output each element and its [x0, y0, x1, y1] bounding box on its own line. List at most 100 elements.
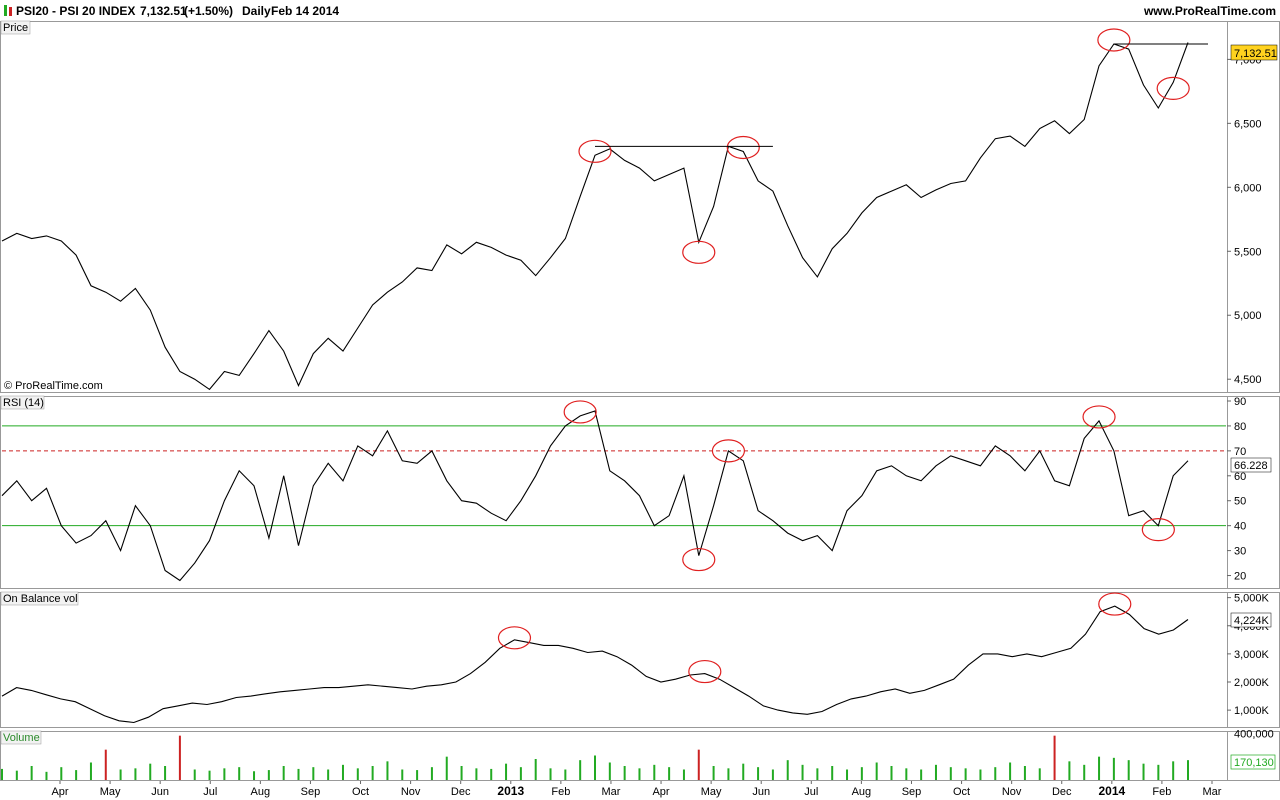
y-tick-label-2-1: 2,000K	[1234, 677, 1270, 689]
volume-bar	[905, 768, 908, 780]
volume-bar	[579, 760, 582, 780]
y-tick-label-1-5: 70	[1234, 446, 1246, 458]
x-tick-label-19: Nov	[1002, 786, 1022, 798]
volume-bar	[608, 762, 611, 780]
volume-bar	[164, 766, 167, 780]
volume-bar	[1009, 762, 1012, 780]
highlight-ellipse	[682, 240, 716, 264]
y-tick-label-1-3: 50	[1234, 496, 1246, 508]
series-lines	[1, 42, 1189, 724]
x-tick-label-0: Apr	[51, 786, 68, 798]
volume-bar	[1187, 760, 1189, 780]
volume-bar	[1157, 764, 1160, 780]
volume-bar	[712, 766, 715, 780]
x-tick-label-21: 2014	[1098, 784, 1125, 798]
volume-bar	[327, 769, 330, 780]
x-tick-label-14: Jun	[752, 786, 770, 798]
volume-bar	[801, 764, 804, 780]
volume-bar	[282, 766, 285, 780]
volume-bar	[534, 759, 537, 780]
y-tick-label-1-6: 80	[1234, 421, 1246, 433]
header-last: 7,132.51	[140, 4, 187, 18]
volume-bar	[1083, 764, 1086, 780]
volume-bar	[697, 749, 700, 780]
volume-bar	[519, 767, 522, 780]
y-tick-label-2-0: 1,000K	[1234, 705, 1270, 717]
price-last-tag: 7,132.51	[1234, 48, 1277, 60]
volume-bar	[786, 760, 789, 780]
highlight-ellipse	[1097, 28, 1131, 52]
y-tick-label-1-7: 90	[1234, 396, 1246, 408]
volume-bar	[208, 770, 211, 780]
volume-bar	[1127, 760, 1130, 780]
x-tick-label-3: Jul	[203, 786, 217, 798]
highlight-ellipse	[682, 547, 716, 572]
highlight-ellipse	[688, 659, 722, 684]
volume-bar	[223, 768, 226, 780]
series-line-0	[1, 42, 1189, 391]
x-tick-label-2: Jun	[151, 786, 169, 798]
volume-bar	[356, 768, 359, 780]
header-date: Feb 14 2014	[271, 4, 339, 18]
y-tick-label-0-0: 4,500	[1234, 374, 1262, 386]
highlight-ellipse	[711, 439, 746, 463]
x-tick-label-10: Feb	[551, 786, 570, 798]
x-tick-label-15: Jul	[804, 786, 818, 798]
volume-bar	[60, 767, 63, 780]
volume-bar	[1053, 735, 1056, 780]
volume-bars	[1, 735, 1189, 780]
header-source: www.ProRealTime.com	[1143, 4, 1276, 18]
copyright-text: © ProRealTime.com	[4, 380, 103, 392]
x-tick-label-1: May	[100, 786, 121, 798]
panel-frames	[0, 21, 1280, 781]
y-tick-label-0-3: 6,000	[1234, 182, 1262, 194]
volume-bar	[312, 767, 315, 780]
volume-bar	[30, 766, 33, 780]
volume-bar	[267, 770, 270, 780]
panel-frame-0	[0, 21, 1280, 393]
volume-bar	[757, 767, 760, 780]
header-symbol: PSI20 - PSI 20 INDEX	[16, 4, 135, 18]
x-tick-label-18: Oct	[953, 786, 970, 798]
volume-bar	[771, 769, 774, 780]
volume-bar	[979, 769, 982, 780]
header-period: Daily	[242, 4, 271, 18]
volume-bar	[253, 771, 256, 780]
candle-red-icon	[9, 7, 12, 16]
y-tick-label-1-1: 30	[1234, 546, 1246, 558]
volume-bar	[860, 767, 863, 780]
volume-bar	[949, 767, 952, 780]
volume-bar	[89, 762, 92, 780]
volume-bar	[994, 767, 997, 780]
header-change: (+1.50%)	[184, 4, 233, 18]
y-tick-label-0-4: 6,500	[1234, 118, 1262, 130]
volume-bar	[846, 769, 849, 780]
volume-bar	[890, 766, 893, 780]
rsi-panel-label: RSI (14)	[3, 397, 44, 409]
volume-bar	[920, 769, 923, 780]
annotations	[497, 28, 1208, 684]
x-tick-label-6: Oct	[352, 786, 369, 798]
y-tick-label-1-2: 40	[1234, 521, 1246, 533]
highlight-ellipse	[726, 135, 760, 160]
volume-bar	[1068, 761, 1071, 780]
highlight-ellipse	[1098, 592, 1132, 616]
x-tick-label-16: Aug	[852, 786, 872, 798]
volume-bar	[831, 766, 834, 780]
volume-bar	[475, 768, 478, 780]
x-tick-label-13: May	[701, 786, 722, 798]
volume-bar	[934, 764, 937, 780]
volume-bar	[594, 755, 596, 780]
obv-panel-label: On Balance vol	[3, 593, 78, 605]
x-tick-label-12: Apr	[652, 786, 669, 798]
volume-bar	[341, 764, 344, 780]
volume-bar	[1023, 766, 1026, 780]
volume-bar	[297, 768, 300, 780]
volume-bar	[104, 749, 107, 780]
volume-bar	[1098, 756, 1101, 780]
x-tick-label-4: Aug	[251, 786, 271, 798]
volume-bar	[1142, 763, 1145, 780]
volume-bar	[638, 768, 641, 780]
x-tick-label-23: Mar	[1203, 786, 1222, 798]
